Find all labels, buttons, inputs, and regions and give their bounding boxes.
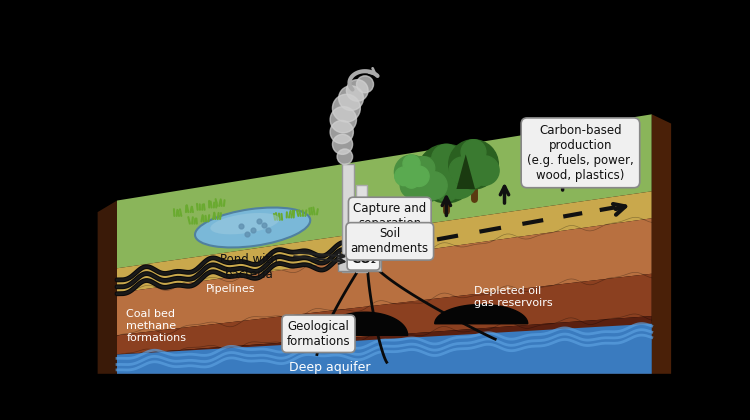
Circle shape: [419, 172, 447, 200]
Circle shape: [417, 144, 476, 203]
Circle shape: [433, 175, 460, 202]
Polygon shape: [322, 312, 408, 335]
Text: Soil
amendments: Soil amendments: [351, 227, 429, 255]
FancyBboxPatch shape: [356, 185, 367, 272]
Circle shape: [442, 163, 477, 199]
Polygon shape: [117, 343, 652, 374]
Circle shape: [346, 80, 368, 101]
Text: Depleted oil
gas reservoirs: Depleted oil gas reservoirs: [473, 286, 552, 307]
Ellipse shape: [195, 207, 310, 247]
Circle shape: [394, 155, 428, 189]
Polygon shape: [117, 114, 652, 268]
Polygon shape: [98, 200, 117, 374]
Circle shape: [470, 156, 499, 185]
Circle shape: [337, 149, 352, 164]
Polygon shape: [117, 324, 652, 374]
Text: Coal bed
methane
formations: Coal bed methane formations: [126, 310, 186, 343]
Polygon shape: [117, 218, 652, 335]
Circle shape: [448, 140, 498, 189]
Circle shape: [418, 165, 450, 197]
Circle shape: [403, 155, 420, 172]
Circle shape: [462, 165, 484, 188]
Polygon shape: [117, 316, 652, 366]
Text: Capture and
separation: Capture and separation: [353, 202, 427, 230]
Text: Geological
formations: Geological formations: [286, 320, 350, 348]
Ellipse shape: [210, 213, 280, 234]
Circle shape: [394, 167, 413, 186]
Text: Carbon-based
production
(e.g. fuels, power,
wood, plastics): Carbon-based production (e.g. fuels, pow…: [527, 124, 634, 182]
Circle shape: [330, 107, 356, 133]
Circle shape: [332, 94, 360, 122]
Circle shape: [400, 157, 446, 203]
Circle shape: [412, 157, 435, 180]
Circle shape: [332, 134, 352, 154]
FancyBboxPatch shape: [338, 255, 380, 271]
Circle shape: [409, 166, 429, 186]
Circle shape: [356, 76, 374, 93]
Circle shape: [339, 86, 364, 110]
Text: Pipelines: Pipelines: [206, 284, 256, 294]
FancyBboxPatch shape: [342, 164, 354, 272]
Polygon shape: [117, 274, 652, 354]
Text: Deep aquifer: Deep aquifer: [290, 361, 370, 374]
Text: CO₂: CO₂: [351, 253, 376, 266]
Polygon shape: [652, 114, 671, 374]
Circle shape: [461, 140, 486, 164]
Circle shape: [404, 173, 419, 188]
Polygon shape: [457, 155, 475, 189]
Circle shape: [413, 181, 434, 202]
Circle shape: [449, 157, 476, 184]
Circle shape: [400, 173, 426, 198]
Circle shape: [330, 121, 353, 144]
Circle shape: [432, 144, 461, 173]
Text: Pond with
bacteria: Pond with bacteria: [220, 253, 278, 281]
Polygon shape: [117, 191, 652, 293]
FancyBboxPatch shape: [356, 228, 368, 239]
Polygon shape: [435, 304, 528, 324]
